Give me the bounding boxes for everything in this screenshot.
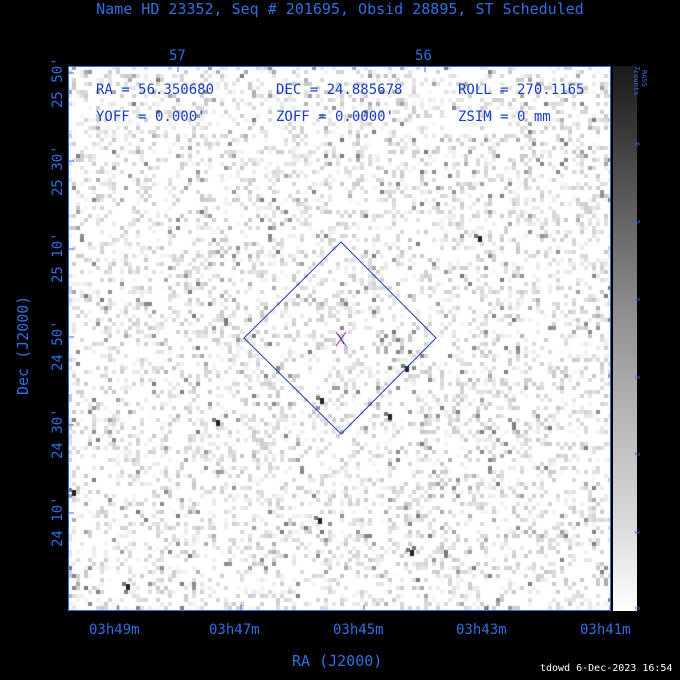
yoff-readout: YOFF = 0.000'	[96, 109, 206, 125]
ra-readout: RA = 56.350680	[96, 82, 215, 98]
dec-readout: DEC = 24.885678	[276, 82, 403, 98]
colorbar-tick: 1	[633, 530, 641, 535]
zsim-readout: ZSIM = 0 mm	[458, 109, 551, 125]
sky-image-panel[interactable]: RA = 56.350680 DEC = 24.885678 ROLL = 27…	[68, 66, 611, 611]
plot-title: Name HD 23352, Seq # 201695, Obsid 28895…	[96, 0, 584, 18]
bottom-tick-label: 03h41m	[580, 622, 631, 638]
colorbar-tick: 6	[633, 142, 641, 147]
colorbar-tick: 2	[633, 452, 641, 457]
target-marker	[335, 331, 347, 347]
zoff-readout: ZOFF = 0.0000'	[276, 109, 395, 125]
left-tick-label: 25 50'	[50, 57, 66, 108]
colorbar-tick: 5	[633, 220, 641, 225]
footer-stamp: tdowd 6-Dec-2023 16:54	[540, 663, 673, 674]
colorbar-tick: 3	[633, 375, 641, 380]
colorbar-tick: 4	[633, 297, 641, 302]
roll-readout: ROLL = 270.1165	[458, 82, 585, 98]
y-axis-label: Dec (J2000)	[14, 295, 32, 395]
left-tick-label: 25 10'	[50, 232, 66, 283]
colorbar-tick: 0	[633, 606, 641, 611]
bottom-tick-label: 03h49m	[89, 622, 140, 638]
left-tick-label: 24 10'	[50, 496, 66, 547]
bottom-tick-label: 03h43m	[456, 622, 507, 638]
left-tick-label: 24 30'	[50, 408, 66, 459]
bottom-tick-label: 03h47m	[209, 622, 260, 638]
colorbar-title: RASS counts	[632, 70, 648, 96]
detector-footprint	[243, 241, 437, 435]
colorbar	[613, 66, 637, 611]
left-tick-label: 24 50'	[50, 320, 66, 371]
x-axis-label: RA (J2000)	[292, 652, 383, 670]
top-tick-label: 57	[169, 48, 186, 64]
left-tick-label: 25 30'	[50, 145, 66, 196]
top-tick-label: 56	[415, 48, 432, 64]
field-overlay	[68, 66, 611, 611]
colorbar-tick: 7	[633, 66, 641, 71]
bottom-tick-label: 03h45m	[333, 622, 384, 638]
rass-count-map	[68, 66, 611, 611]
